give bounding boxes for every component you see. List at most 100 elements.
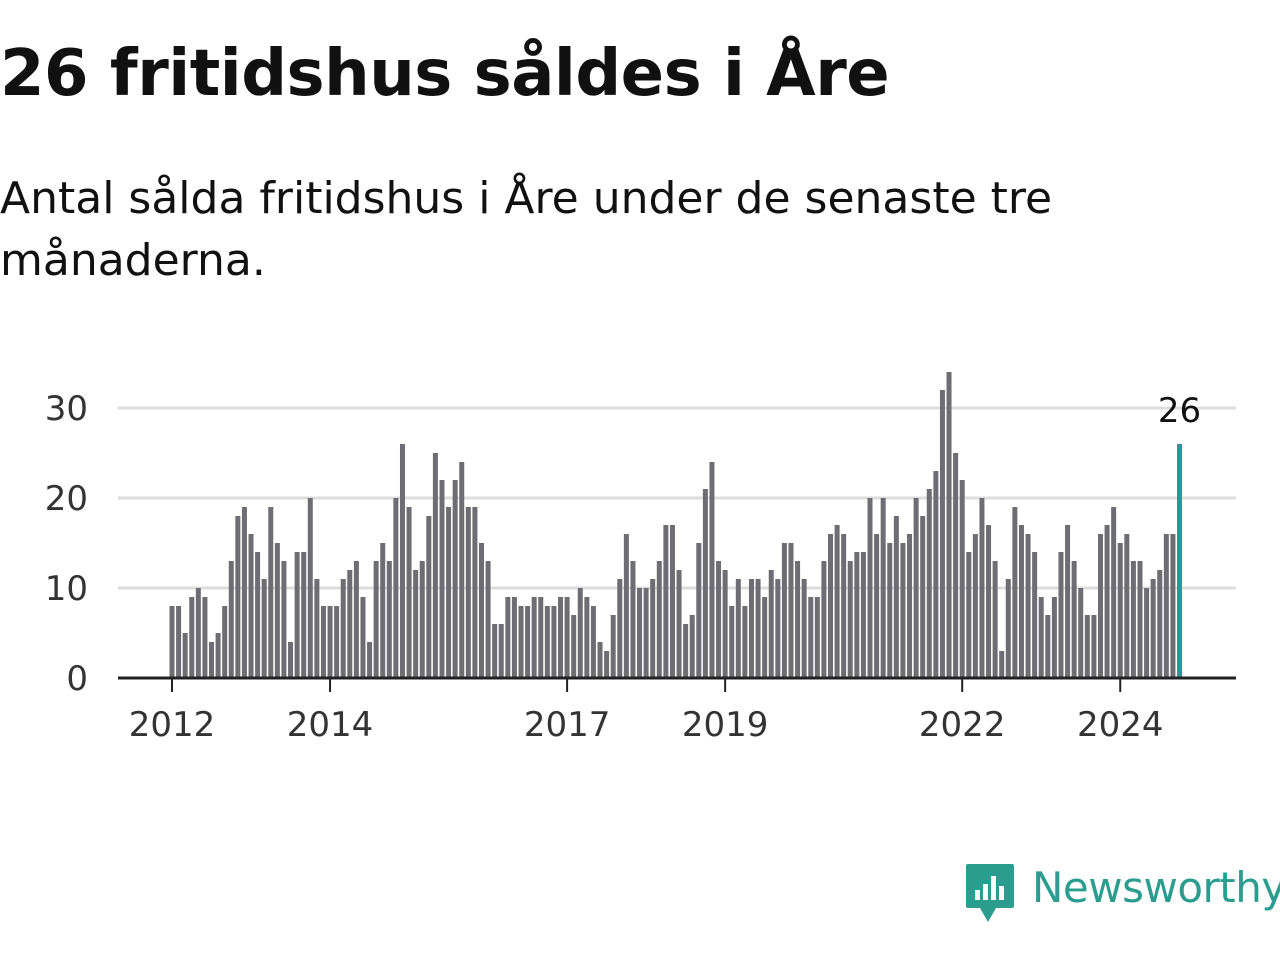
bar (1157, 570, 1163, 678)
bar (979, 498, 985, 678)
bar (1071, 561, 1077, 678)
bar (1012, 507, 1018, 678)
bar (781, 543, 787, 678)
bar (380, 543, 386, 678)
bar (571, 615, 577, 678)
bar (669, 525, 675, 678)
bar (426, 516, 432, 678)
bar (195, 588, 201, 678)
bar (413, 570, 419, 678)
bar (999, 651, 1005, 678)
brand-name: Newsworthy (1032, 863, 1280, 912)
bar (255, 552, 261, 678)
bar (492, 624, 498, 678)
bar (1150, 579, 1156, 678)
bar (683, 624, 689, 678)
x-tick-label: 2024 (1077, 705, 1164, 745)
bar (360, 597, 366, 678)
bar (716, 561, 722, 678)
bar (926, 489, 932, 678)
bar (1163, 534, 1169, 678)
bar (551, 606, 557, 678)
bar (1038, 597, 1044, 678)
bar (1018, 525, 1024, 678)
bar (406, 507, 412, 678)
bars (169, 372, 1183, 678)
bar (801, 579, 807, 678)
bar (248, 534, 254, 678)
bar (399, 444, 405, 678)
bar (367, 642, 373, 678)
bar (946, 372, 952, 678)
bar (689, 615, 695, 678)
newsworthy-logo-icon (966, 864, 1014, 922)
y-tick-label: 20 (45, 479, 88, 519)
bar (209, 642, 215, 678)
bar (1130, 561, 1136, 678)
bar (386, 561, 392, 678)
bar (393, 498, 399, 678)
bar (748, 579, 754, 678)
highlight-value-label: 26 (1158, 391, 1201, 431)
bar (584, 597, 590, 678)
bar (235, 516, 241, 678)
bar (775, 579, 781, 678)
bar (1124, 534, 1130, 678)
bar (564, 597, 570, 678)
bar (446, 507, 452, 678)
bar (228, 561, 234, 678)
bar (768, 570, 774, 678)
y-tick-label: 0 (66, 659, 88, 699)
bar (1058, 552, 1064, 678)
y-tick-label: 10 (45, 569, 88, 609)
bar (261, 579, 267, 678)
bar (176, 606, 182, 678)
bar (1078, 588, 1084, 678)
bar (1005, 579, 1011, 678)
bar (808, 597, 814, 678)
bar (1091, 615, 1097, 678)
bar (650, 579, 656, 678)
bar (920, 516, 926, 678)
bar (334, 606, 340, 678)
bar (222, 606, 228, 678)
bar (814, 597, 820, 678)
x-tick-label: 2014 (287, 705, 374, 745)
bar (623, 534, 629, 678)
bar (722, 570, 728, 678)
bar (828, 534, 833, 678)
bar (1111, 507, 1117, 678)
bar (281, 561, 287, 678)
bar (610, 615, 616, 678)
bar (913, 498, 919, 678)
bar (307, 498, 313, 678)
bar (353, 561, 359, 678)
bar (320, 606, 326, 678)
bar (953, 453, 959, 678)
bar (452, 480, 458, 678)
bar (340, 579, 346, 678)
y-tick-label: 30 (45, 389, 88, 429)
bar (907, 534, 913, 678)
bar (479, 543, 484, 678)
bar (939, 390, 945, 678)
bar (459, 462, 465, 678)
bar (735, 579, 741, 678)
bar (900, 543, 906, 678)
page-title: 26 fritidshus såldes i Åre (0, 37, 890, 111)
bar (202, 597, 208, 678)
bar (1045, 615, 1051, 678)
bar (1137, 561, 1143, 678)
bar (432, 453, 438, 678)
bar (992, 561, 998, 678)
bar (893, 516, 899, 678)
bar (986, 525, 992, 678)
bar (755, 579, 761, 678)
bar (1104, 525, 1110, 678)
bar (538, 597, 544, 678)
bar (558, 597, 564, 678)
bar (643, 588, 649, 678)
bar (169, 606, 175, 678)
bar (696, 543, 702, 678)
x-tick-label: 2017 (524, 705, 611, 745)
